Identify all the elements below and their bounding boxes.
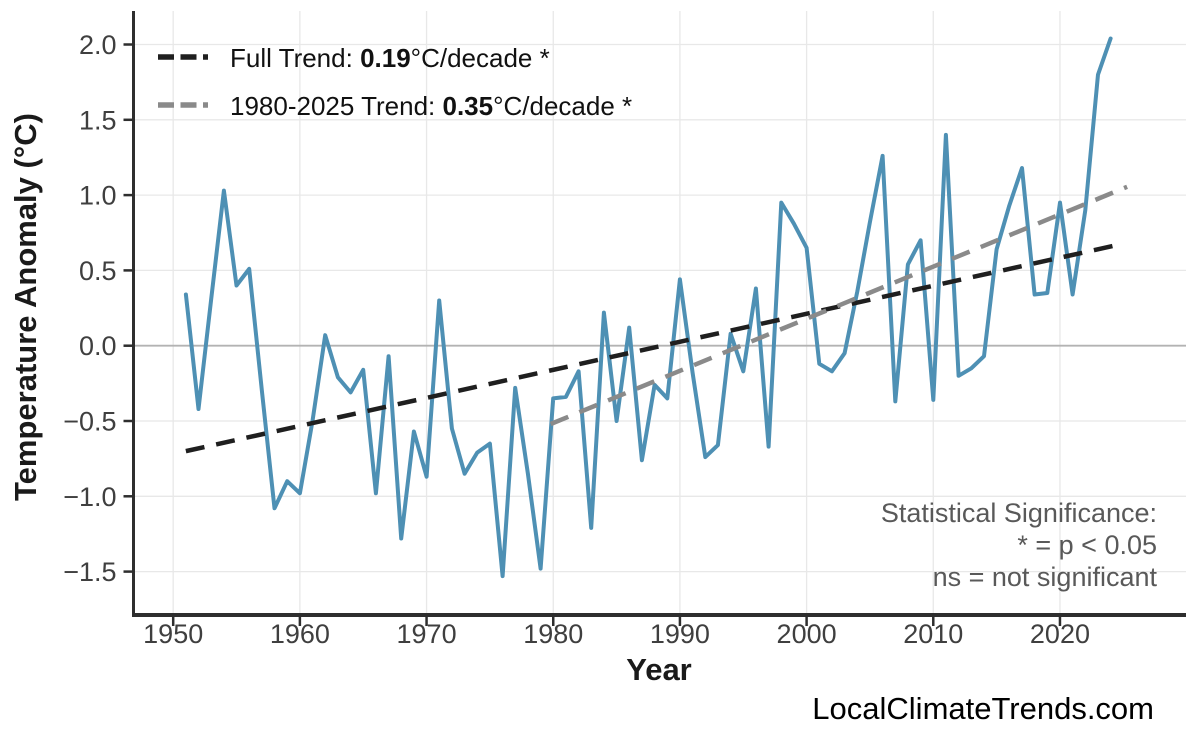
y-axis-title: Temperature Anomaly (°C): [8, 113, 43, 501]
y-tick-label-2.0: 2.0: [79, 30, 117, 60]
x-tick-label-1960: 1960: [270, 619, 330, 649]
watermark: LocalClimateTrends.com: [812, 691, 1154, 726]
1980-2025-trend-line: [549, 184, 1128, 427]
x-tick-label-1980: 1980: [523, 619, 583, 649]
x-tick-label-2010: 2010: [903, 619, 963, 649]
x-tick-label-1950: 1950: [143, 619, 203, 649]
y-tick-label-−1.0: −1.0: [63, 482, 116, 512]
x-tick-label-1990: 1990: [650, 619, 710, 649]
x-tick-label-2000: 2000: [777, 619, 837, 649]
data-series-layer: [183, 36, 1113, 579]
y-tick-label-−0.5: −0.5: [63, 407, 116, 437]
x-tick-label-1970: 1970: [397, 619, 457, 649]
y-tick-label-0.5: 0.5: [79, 256, 117, 286]
tick-labels: 1950 1960 1970 1980 1990 2000 2010 2020 2.0 1.5 1.…: [63, 30, 1090, 649]
y-tick-label-1.0: 1.0: [79, 181, 117, 211]
y-tick-label-−1.5: −1.5: [63, 557, 116, 587]
significance-annotation: Statistical Significance: * = p < 0.05 n…: [881, 498, 1158, 592]
legend-full-trend-label: Full Trend: 0.19°C/decade *: [230, 43, 550, 73]
legend-1980-2025-trend-label: 1980-2025 Trend: 0.35°C/decade *: [230, 91, 632, 121]
trend-lines-layer: [185, 184, 1128, 454]
axes-and-ticks: [123, 11, 1186, 626]
x-axis-title: Year: [626, 652, 692, 687]
full-trend-line: [185, 242, 1119, 454]
significance-line-2: * = p < 0.05: [1017, 530, 1157, 560]
legend: Full Trend: 0.19°C/decade * 1980-2025 Tr…: [158, 43, 632, 121]
y-tick-label-0.0: 0.0: [79, 331, 117, 361]
significance-line-3: ns = not significant: [933, 562, 1158, 592]
significance-line-1: Statistical Significance:: [881, 498, 1157, 528]
temperature-anomaly-line: [183, 36, 1113, 579]
x-tick-label-2020: 2020: [1030, 619, 1090, 649]
y-tick-label-1.5: 1.5: [79, 105, 117, 135]
